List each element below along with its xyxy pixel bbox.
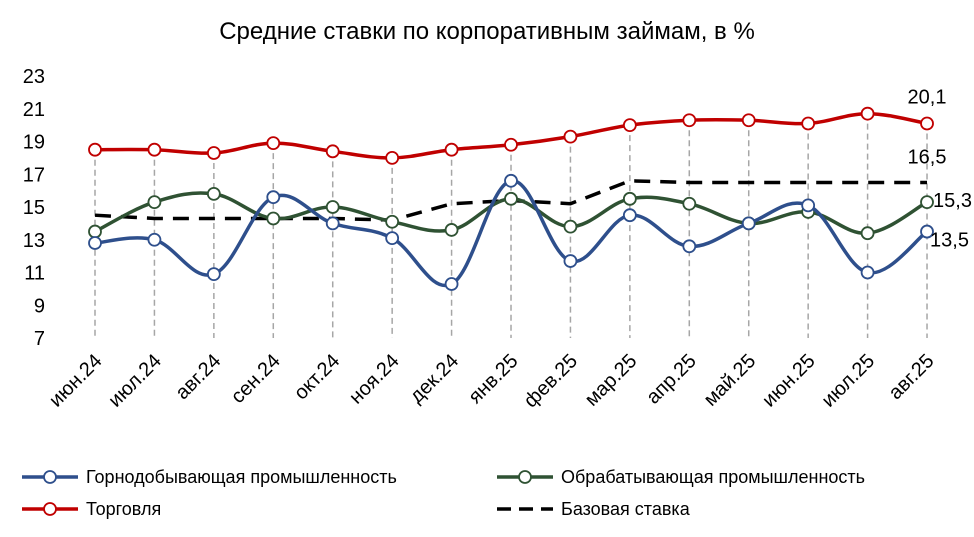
data-point [682,239,697,254]
data-label: 13,5 [930,230,969,252]
legend-item: Обрабатывающая промышленность [497,467,865,487]
data-point [206,267,221,282]
data-point [385,214,400,229]
series-layer [88,106,934,291]
data-point [622,208,637,223]
y-tick-label: 13 [23,230,45,252]
data-point [860,106,875,121]
x-tick-label: авг.25 [885,350,939,404]
series-1 [88,186,934,241]
data-point [88,224,102,239]
data-point [563,219,578,234]
data-point [266,211,281,226]
y-tick-label: 21 [23,99,45,121]
legend-label: Обрабатывающая промышленность [561,467,865,487]
legend-item: Торговля [22,499,161,519]
data-point [325,216,340,231]
y-tick-label: 19 [23,132,45,154]
data-point [444,277,459,291]
data-point [88,236,102,250]
data-point [920,116,934,131]
data-point [622,191,637,206]
legend-marker [518,470,532,484]
x-tick-label: сен.24 [227,350,285,408]
chart-title: Средние ставки по корпоративным займам, … [219,18,755,45]
data-point [444,223,459,237]
x-tick-label: фев.25 [520,350,582,412]
legend-label: Горнодобывающая промышленность [86,467,397,487]
y-tick-label: 23 [23,66,45,88]
data-point [563,129,578,144]
data-point [563,254,578,268]
x-tick-label: авг.24 [171,350,225,404]
x-tick-label: май.25 [700,350,761,411]
series-0 [88,173,934,291]
data-label: 20,1 [908,86,947,108]
data-point [682,196,697,211]
data-point [385,150,400,165]
data-point [325,144,340,159]
data-label: 15,3 [933,190,972,212]
legend-label: Торговля [86,499,161,519]
data-point [920,224,934,239]
data-point [147,142,162,157]
x-tick-label: дек.24 [406,350,464,408]
legend: Горнодобывающая промышленность Обрабатыва… [22,467,865,519]
x-tick-label: июл.24 [104,350,166,412]
data-point [801,198,816,213]
data-label: 16,5 [908,146,947,168]
data-labels: 13,5 15,3 20,1 16,5 [908,86,972,251]
x-tick-label: апр.25 [642,350,701,409]
data-point [860,226,875,241]
x-tick-label: окт.24 [290,350,344,404]
data-point [504,173,518,188]
legend-item: Горнодобывающая промышленность [22,467,397,487]
data-point [444,142,459,157]
y-axis: 7 9 11 13 15 17 19 21 23 [23,66,45,350]
data-point [206,186,221,201]
y-tick-label: 7 [34,328,45,350]
legend-marker [43,470,57,484]
data-point [325,200,340,214]
y-tick-label: 17 [23,164,45,186]
data-point [741,216,756,231]
legend-item: Базовая ставка [497,499,691,519]
x-tick-label: ноя.24 [345,350,404,409]
data-point [741,113,756,128]
y-tick-label: 9 [34,295,45,317]
data-point [147,195,162,209]
x-tick-label: янв.25 [464,350,522,408]
y-tick-label: 11 [24,263,45,285]
data-point [88,142,102,157]
data-point [385,231,400,246]
legend-marker [43,502,57,516]
data-point [801,116,816,131]
x-tick-label: июн.25 [758,350,820,412]
data-point [147,232,162,247]
x-tick-label: июл.25 [817,350,879,412]
data-point [920,195,934,209]
data-point [504,191,518,206]
data-point [504,137,518,152]
data-point [682,113,697,128]
data-point [622,118,637,133]
series-2 [88,106,934,165]
y-tick-label: 15 [23,197,45,219]
x-tick-label: июн.24 [45,350,107,412]
legend-label: Базовая ставка [561,499,691,519]
data-point [266,190,281,205]
data-point [206,146,221,160]
data-point [860,265,875,280]
x-tick-label: мар.25 [581,350,642,411]
data-point [266,136,281,151]
